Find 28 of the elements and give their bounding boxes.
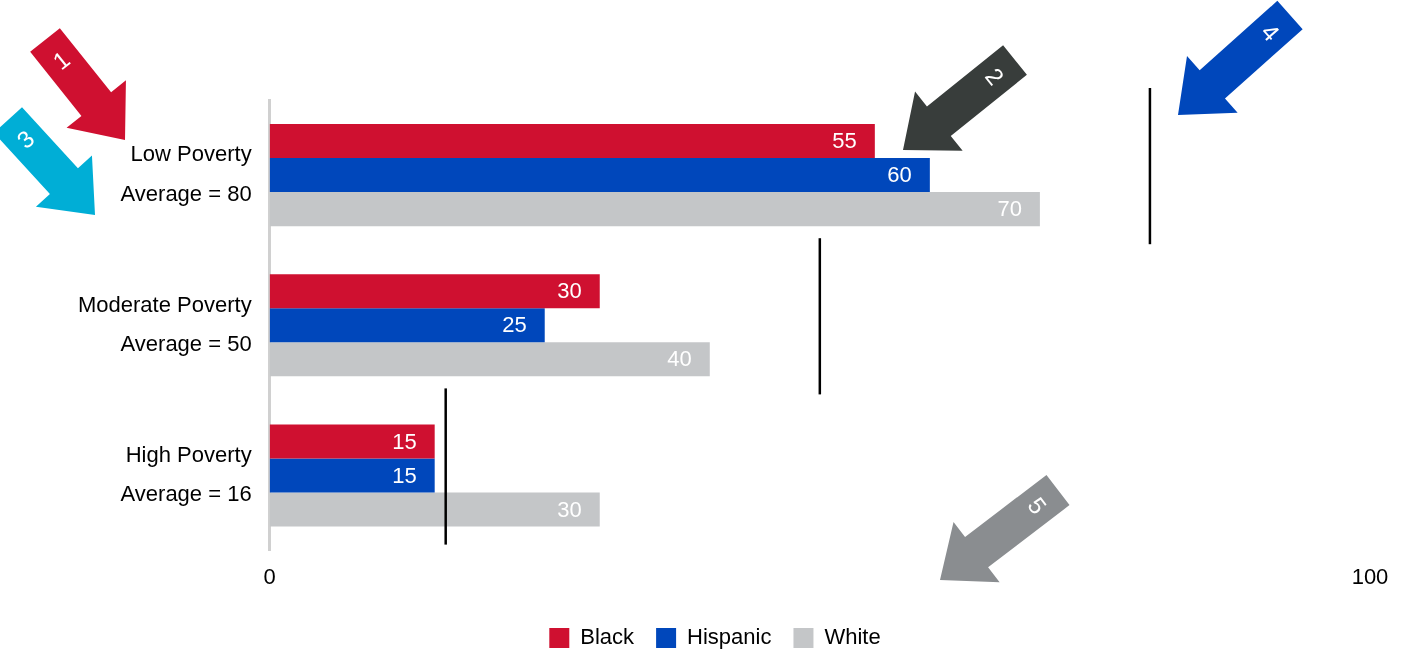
y-tick-label: Low Poverty Average = 80: [120, 141, 252, 206]
y-tick-label: High Poverty Average = 16: [120, 441, 252, 507]
legend-label: Black: [580, 624, 636, 650]
data-label: 30: [557, 496, 582, 522]
bar: [269, 424, 435, 459]
bar: [269, 124, 875, 159]
bar: [269, 308, 545, 343]
legend-label: Hispanic: [687, 624, 772, 650]
legend-label: White: [824, 624, 881, 650]
x-tick-label: 0: [263, 563, 276, 589]
data-label: 40: [667, 346, 692, 372]
text: 4: [1256, 18, 1286, 47]
data-label: 70: [997, 196, 1022, 222]
bar: [269, 274, 600, 309]
x-tick-label: 100: [1351, 563, 1389, 589]
data-label: 30: [557, 278, 582, 304]
text: 2: [980, 62, 1010, 90]
data-label: 55: [832, 128, 857, 154]
text: 1: [47, 45, 75, 76]
bar: [269, 158, 930, 193]
data-label: 15: [392, 462, 417, 488]
data-label: 25: [502, 312, 527, 338]
data-label: 15: [392, 428, 417, 454]
data-label: 60: [887, 162, 912, 188]
y-tick-label: Moderate Poverty Average = 50: [78, 291, 252, 357]
annotation: 5: [1022, 492, 1053, 520]
bar: [269, 458, 435, 493]
text: 3: [11, 124, 40, 154]
